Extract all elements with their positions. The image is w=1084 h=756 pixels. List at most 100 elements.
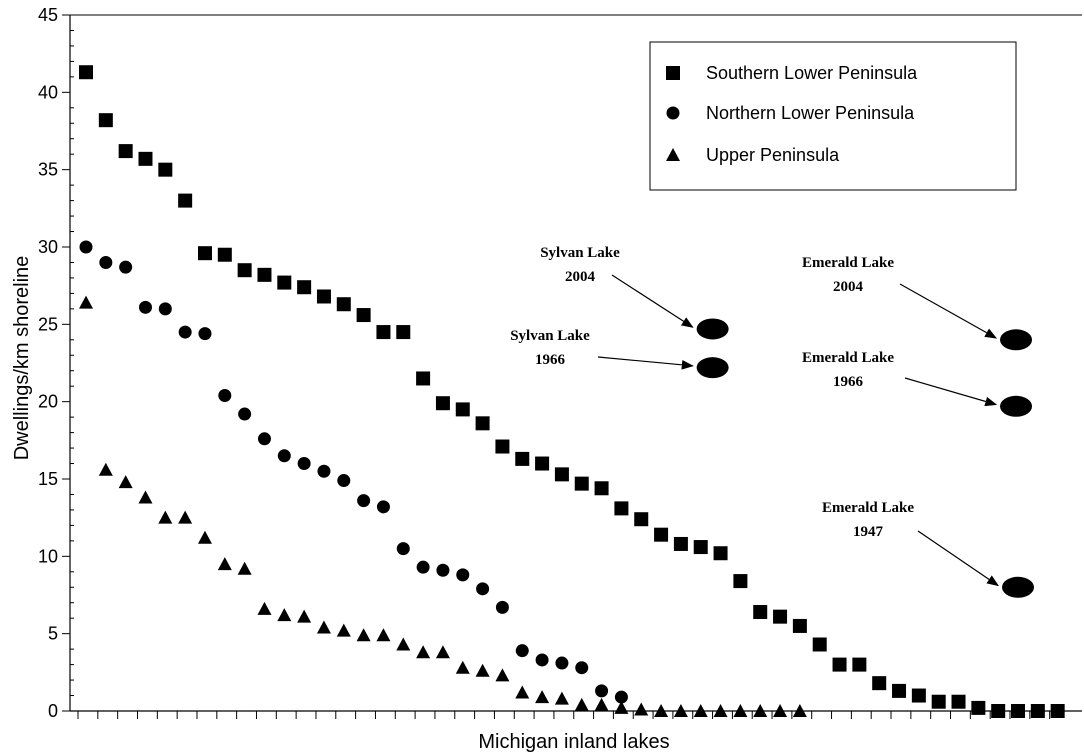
- triangle-point: [792, 704, 807, 717]
- y-axis: 0 5 10 15 20 25 30 35 40 45: [38, 5, 74, 721]
- square-point: [475, 416, 490, 431]
- annotation-group: Emerald Lake 1966: [802, 350, 1033, 417]
- square-point: [376, 325, 391, 340]
- triangle-point: [455, 660, 470, 674]
- annotation-label-line1: Sylvan Lake: [540, 245, 620, 261]
- circle-point: [257, 432, 271, 446]
- square-point: [1030, 704, 1045, 718]
- circle-point: [238, 407, 252, 421]
- circle-point: [535, 653, 549, 667]
- series-circle-group: [79, 240, 628, 704]
- circle-point: [178, 325, 192, 339]
- circle-point: [198, 327, 212, 341]
- square-point: [98, 113, 113, 128]
- square-point: [257, 267, 272, 282]
- triangle-point: [118, 475, 133, 489]
- y-tick-label: 15: [38, 469, 58, 489]
- triangle-point: [178, 510, 193, 524]
- triangle-point: [654, 704, 669, 717]
- square-point: [158, 162, 173, 177]
- triangle-point: [773, 704, 788, 717]
- legend-label: Upper Peninsula: [706, 145, 840, 165]
- square-point: [297, 280, 312, 295]
- y-tick-label: 10: [38, 546, 58, 566]
- annotation-label-line1: Emerald Lake: [802, 255, 894, 271]
- annotation-ellipse-marker: [696, 318, 729, 340]
- square-point: [951, 694, 966, 709]
- triangle-point: [634, 702, 649, 716]
- triangle-point: [416, 645, 431, 659]
- square-point: [673, 536, 688, 551]
- circle-point: [595, 684, 609, 698]
- square-point: [356, 308, 371, 323]
- annotation-ellipse-marker: [1000, 395, 1033, 417]
- legend-circle-marker: [666, 106, 680, 120]
- legend-triangle-marker: [666, 148, 680, 161]
- square-point: [911, 688, 926, 703]
- square-point: [416, 371, 431, 386]
- square-point: [535, 456, 550, 471]
- circle-point: [218, 388, 232, 402]
- square-point: [892, 683, 907, 698]
- square-point: [118, 144, 133, 159]
- triangle-point: [475, 663, 490, 677]
- square-point: [614, 501, 629, 516]
- triangle-point: [435, 645, 450, 659]
- annotation-label-line2: 2004: [833, 279, 864, 295]
- square-point: [277, 275, 292, 290]
- annotation-ellipse-marker: [696, 357, 729, 379]
- annotation-label-line2: 1947: [853, 524, 884, 540]
- y-tick-label: 5: [48, 624, 58, 644]
- series-layer: [79, 65, 1065, 718]
- triangle-point: [98, 462, 113, 476]
- square-point: [792, 618, 807, 633]
- square-point: [733, 574, 748, 589]
- square-point: [495, 439, 510, 454]
- triangle-point: [713, 704, 728, 717]
- square-point: [971, 700, 986, 715]
- square-point: [336, 297, 351, 312]
- square-point: [753, 605, 768, 620]
- square-point: [138, 151, 153, 166]
- square-point: [79, 65, 93, 80]
- square-point: [574, 476, 589, 491]
- circle-point: [614, 690, 628, 704]
- circle-point: [317, 464, 331, 478]
- circle-point: [158, 302, 172, 316]
- square-point: [237, 263, 252, 278]
- triangle-point: [594, 697, 609, 711]
- circle-point: [456, 568, 470, 582]
- square-point: [455, 402, 470, 417]
- y-tick-label: 35: [38, 160, 58, 180]
- y-axis-title: Dwellings/km shoreline: [11, 256, 33, 461]
- circle-point: [79, 240, 93, 254]
- circle-point: [138, 300, 152, 314]
- triangle-point: [376, 628, 391, 642]
- annotation-group: Sylvan Lake 1966: [510, 328, 729, 379]
- annotation-label-line2: 2004: [565, 269, 596, 285]
- annotation-arrow: [917, 530, 1000, 587]
- legend-square-marker: [666, 66, 680, 80]
- triangle-point: [257, 601, 272, 615]
- square-point: [396, 325, 411, 340]
- annotation-group: Sylvan Lake 2004: [540, 245, 729, 340]
- triangle-point: [515, 685, 530, 699]
- legend-label: Northern Lower Peninsula: [706, 103, 915, 123]
- y-tick-label: 25: [38, 314, 58, 334]
- square-point: [1050, 704, 1065, 718]
- triangle-point: [356, 628, 371, 642]
- square-point: [654, 527, 669, 542]
- legend-label: Southern Lower Peninsula: [706, 63, 918, 83]
- circle-point: [396, 542, 410, 556]
- annotation-group: Emerald Lake 2004: [802, 255, 1033, 351]
- square-point: [515, 451, 530, 466]
- circle-point: [515, 644, 529, 658]
- square-point: [812, 637, 827, 652]
- square-point: [872, 676, 887, 691]
- circle-point: [277, 449, 291, 463]
- triangle-point: [79, 295, 93, 309]
- triangle-point: [396, 637, 411, 651]
- triangle-point: [237, 561, 252, 575]
- annotation-ellipse-marker: [1002, 576, 1035, 598]
